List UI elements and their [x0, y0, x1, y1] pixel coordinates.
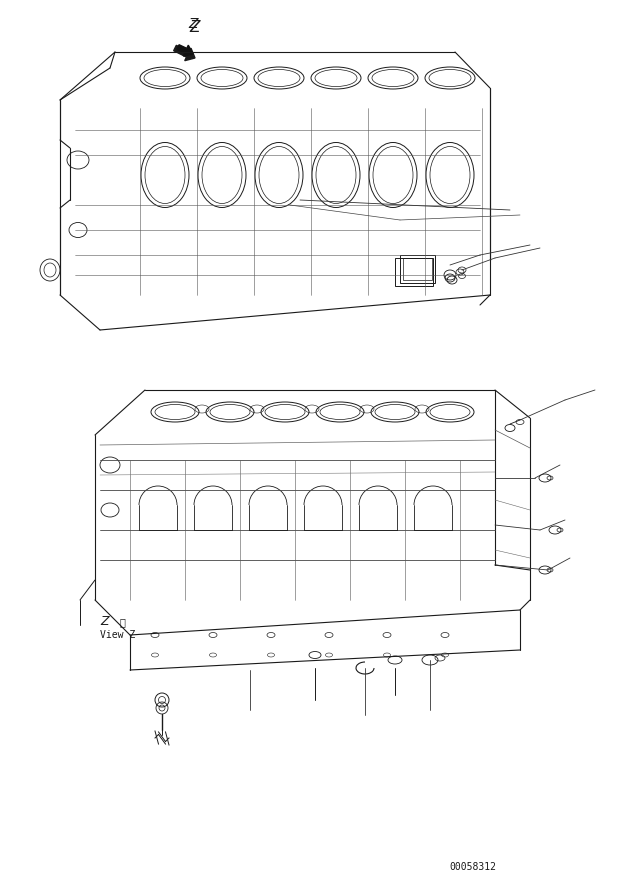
Text: 視: 視: [120, 617, 126, 627]
Text: Z: Z: [190, 20, 200, 35]
Text: Z: Z: [100, 615, 109, 628]
Bar: [403, 258, 432, 280]
FancyArrow shape: [177, 45, 193, 56]
Text: 00058312: 00058312: [449, 862, 496, 872]
Bar: [400, 255, 435, 283]
Text: View Z: View Z: [100, 630, 135, 640]
Text: Z: Z: [188, 17, 198, 31]
FancyArrow shape: [173, 45, 195, 61]
Bar: [395, 258, 433, 286]
